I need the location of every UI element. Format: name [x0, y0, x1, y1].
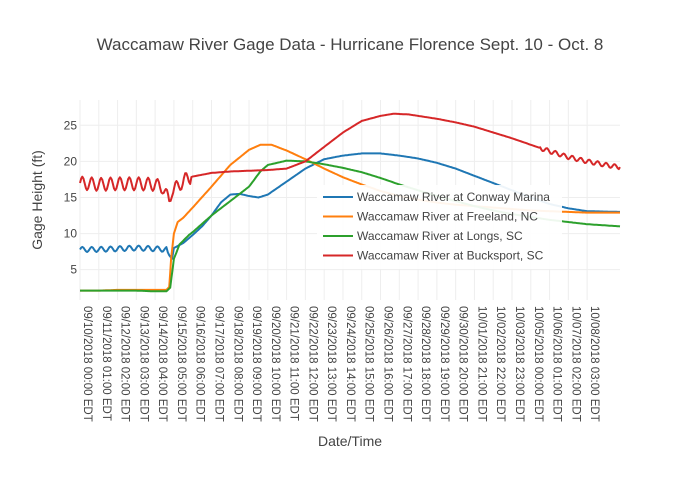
x-tick-label: 09/28/2018 18:00 EDT — [419, 306, 431, 422]
legend-background — [317, 185, 562, 269]
x-tick-label: 09/26/2018 16:00 EDT — [382, 306, 394, 422]
x-tick-label: 09/24/2018 14:00 EDT — [344, 306, 356, 422]
x-tick-label: 09/21/2018 11:00 EDT — [288, 306, 300, 421]
x-tick-label: 09/19/2018 09:00 EDT — [250, 306, 262, 422]
x-tick-label: 09/23/2018 13:00 EDT — [325, 306, 337, 422]
x-tick-label: 09/17/2018 07:00 EDT — [212, 306, 224, 422]
y-tick-label: 20 — [64, 154, 78, 168]
y-tick-label: 15 — [64, 190, 78, 204]
x-axis-label: Date/Time — [318, 433, 382, 449]
legend-label[interactable]: Waccamaw River at Freeland, NC — [357, 210, 538, 224]
x-tick-label: 09/30/2018 20:00 EDT — [457, 306, 469, 422]
x-tick-label: 10/07/2018 02:00 EDT — [569, 306, 581, 422]
x-tick-label: 09/18/2018 08:00 EDT — [231, 306, 243, 422]
x-tick-label: 09/12/2018 02:00 EDT — [119, 306, 131, 422]
x-tick-label: 10/02/2018 22:00 EDT — [494, 306, 506, 422]
x-tick-label: 09/22/2018 12:00 EDT — [306, 306, 318, 422]
x-tick-labels: 09/10/2018 00:00 EDT 09/11/2018 01:00 EDT… — [81, 306, 600, 422]
x-tick-label: 09/20/2018 10:00 EDT — [269, 306, 281, 422]
y-tick-label: 5 — [70, 263, 77, 277]
legend-label[interactable]: Waccamaw River at Conway Marina — [357, 190, 550, 204]
x-tick-label: 10/08/2018 03:00 EDT — [588, 306, 600, 422]
x-tick-label: 09/25/2018 15:00 EDT — [363, 306, 375, 422]
y-tick-labels: 5 10 15 20 25 — [64, 118, 78, 276]
y-tick-label: 10 — [64, 227, 78, 241]
x-tick-label: 09/16/2018 06:00 EDT — [194, 306, 206, 422]
y-axis-label: Gage Height (ft) — [29, 150, 45, 250]
x-tick-label: 10/05/2018 00:00 EDT — [532, 306, 544, 422]
x-tick-label: 09/29/2018 19:00 EDT — [438, 306, 450, 422]
legend-label[interactable]: Waccamaw River at Bucksport, SC — [357, 249, 544, 263]
x-tick-label: 10/03/2018 23:00 EDT — [513, 306, 525, 422]
x-tick-label: 09/14/2018 04:00 EDT — [156, 306, 168, 422]
series-line — [79, 112, 621, 203]
x-tick-label: 09/15/2018 05:00 EDT — [175, 306, 187, 422]
x-tick-label: 09/10/2018 00:00 EDT — [81, 306, 93, 422]
legend[interactable]: Waccamaw River at Conway Marina Waccamaw … — [317, 185, 562, 269]
y-tick-label: 25 — [64, 118, 78, 132]
x-tick-label: 10/06/2018 01:00 EDT — [551, 306, 563, 422]
x-tick-label: 09/11/2018 01:00 EDT — [100, 306, 112, 421]
chart-title: Waccamaw River Gage Data - Hurricane Flo… — [97, 35, 604, 54]
x-tick-label: 09/13/2018 03:00 EDT — [137, 306, 149, 422]
legend-label[interactable]: Waccamaw River at Longs, SC — [357, 229, 523, 243]
x-tick-label: 10/01/2018 21:00 EDT — [475, 306, 487, 422]
x-tick-label: 09/27/2018 17:00 EDT — [400, 306, 412, 422]
